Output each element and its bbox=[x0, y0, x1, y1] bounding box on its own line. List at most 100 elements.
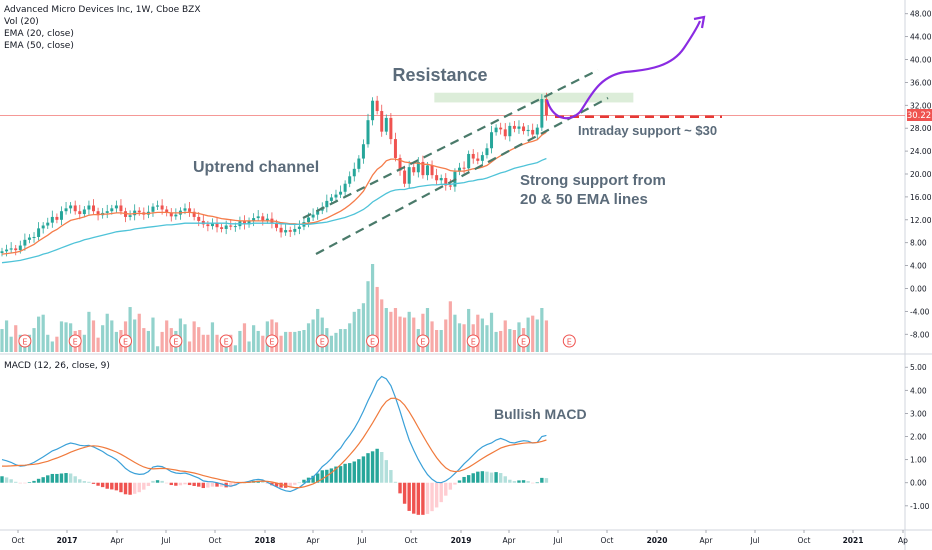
time-tick-label: Apr bbox=[307, 536, 321, 545]
volume-bar bbox=[526, 317, 530, 352]
earnings-marker-label: E bbox=[224, 338, 229, 347]
macd-histogram-bar bbox=[526, 481, 530, 483]
candle-body bbox=[371, 100, 375, 121]
earnings-marker[interactable] bbox=[466, 334, 480, 348]
volume-bar bbox=[210, 322, 215, 352]
macd-histogram-bar bbox=[215, 482, 219, 487]
volume-bar bbox=[32, 328, 36, 352]
earnings-marker[interactable] bbox=[416, 334, 430, 348]
macd-histogram-bar bbox=[489, 472, 494, 483]
volume-bar bbox=[485, 325, 489, 352]
macd-histogram-bar bbox=[174, 482, 178, 486]
macd-histogram-bar bbox=[311, 475, 315, 483]
volume-bar bbox=[114, 331, 118, 352]
volume-indicator-label[interactable]: Vol (20) bbox=[4, 17, 39, 27]
candle-body bbox=[279, 227, 283, 233]
volume-bar bbox=[366, 281, 370, 352]
ema50-indicator-label[interactable]: EMA (50, close) bbox=[4, 41, 74, 51]
volume-bar bbox=[128, 307, 132, 352]
candle-body bbox=[476, 158, 480, 161]
price-tick-label: -8.00 bbox=[910, 330, 930, 339]
volume-bar bbox=[457, 323, 462, 352]
candle-body bbox=[517, 126, 521, 129]
earnings-marker[interactable] bbox=[169, 334, 183, 348]
candle-body bbox=[490, 132, 494, 149]
time-tick-label: 2019 bbox=[451, 536, 472, 545]
macd-histogram-bar bbox=[393, 481, 398, 483]
macd-histogram-bar bbox=[165, 482, 169, 484]
volume-bar bbox=[439, 330, 443, 352]
earnings-marker[interactable] bbox=[562, 334, 576, 348]
earnings-marker[interactable] bbox=[366, 334, 380, 348]
macd-histogram-bar bbox=[119, 482, 123, 493]
earnings-marker[interactable] bbox=[219, 334, 233, 348]
candle-body bbox=[256, 216, 260, 219]
earnings-marker[interactable] bbox=[68, 334, 82, 348]
volume-bar bbox=[55, 336, 59, 352]
candle-body bbox=[480, 155, 484, 161]
price-tick-label: 24.00 bbox=[910, 147, 932, 156]
volume-bar bbox=[160, 331, 164, 352]
earnings-marker-label: E bbox=[173, 338, 178, 347]
candle-body bbox=[32, 236, 36, 238]
macd-histogram-bar bbox=[18, 482, 22, 484]
earnings-marker[interactable] bbox=[265, 334, 279, 348]
candle-body bbox=[114, 205, 118, 209]
price-tick-label: 20.00 bbox=[910, 170, 932, 179]
earnings-marker-label: E bbox=[521, 338, 526, 347]
time-tick-label: Oct bbox=[405, 536, 418, 545]
volume-bar bbox=[201, 334, 205, 352]
volume-bar bbox=[503, 320, 507, 352]
macd-histogram-bar bbox=[293, 482, 297, 485]
macd-histogram-bar bbox=[100, 482, 105, 488]
candle-body bbox=[0, 251, 4, 253]
candle-body bbox=[69, 205, 73, 209]
macd-histogram-bar bbox=[485, 471, 489, 483]
macd-histogram-bar bbox=[444, 482, 448, 496]
earnings-marker[interactable] bbox=[315, 334, 329, 348]
resistance-zone-band bbox=[434, 92, 634, 103]
time-tick-label: Oct bbox=[12, 536, 25, 545]
volume-bar bbox=[334, 332, 338, 352]
candle-body bbox=[96, 211, 100, 216]
volume-bar bbox=[82, 334, 86, 352]
volume-bar bbox=[261, 335, 265, 352]
macd-histogram-bar bbox=[352, 461, 356, 483]
candle-body bbox=[206, 224, 210, 227]
axes: 48.00 44.00 40.00 36.00 32.00 28.00 24.00 20.00… bbox=[12, 10, 932, 545]
symbol-title[interactable]: Advanced Micro Devices Inc, 1W, Cboe BZX bbox=[4, 5, 201, 15]
volume-bar bbox=[238, 330, 242, 352]
time-tick-label: 2017 bbox=[57, 536, 78, 545]
intraday-annotation: Intraday support ~ $30 bbox=[578, 123, 717, 138]
candle-body bbox=[197, 216, 201, 221]
price-tick-label: 12.00 bbox=[910, 216, 932, 225]
candle-body bbox=[439, 178, 443, 181]
ema20-indicator-label[interactable]: EMA (20, close) bbox=[4, 29, 74, 39]
macd-panel bbox=[0, 375, 549, 515]
volume-bar bbox=[531, 315, 535, 352]
volume-bar bbox=[380, 299, 384, 352]
volume-bar bbox=[101, 325, 105, 352]
candle-body bbox=[50, 216, 54, 223]
candle-body bbox=[352, 168, 356, 177]
earnings-marker[interactable] bbox=[18, 334, 32, 348]
volume-bar bbox=[46, 334, 50, 352]
candle-body bbox=[82, 209, 86, 215]
candle-body bbox=[339, 191, 343, 195]
macd-histogram-bar bbox=[430, 482, 434, 512]
candle-body bbox=[380, 111, 384, 132]
earnings-marker[interactable] bbox=[119, 334, 133, 348]
candle-body bbox=[316, 210, 320, 215]
earnings-marker[interactable] bbox=[517, 334, 531, 348]
macd-histogram-bar bbox=[23, 482, 27, 484]
macd-indicator-label[interactable]: MACD (12, 26, close, 9) bbox=[4, 361, 110, 371]
candle-body bbox=[503, 129, 507, 137]
candle-body bbox=[265, 218, 269, 221]
macd-histogram-bar bbox=[82, 481, 87, 483]
macd-tick-label: 4.00 bbox=[910, 386, 927, 395]
volume-bar bbox=[197, 327, 201, 352]
time-tick-label: Apr bbox=[700, 536, 714, 545]
candle-body bbox=[46, 222, 50, 226]
